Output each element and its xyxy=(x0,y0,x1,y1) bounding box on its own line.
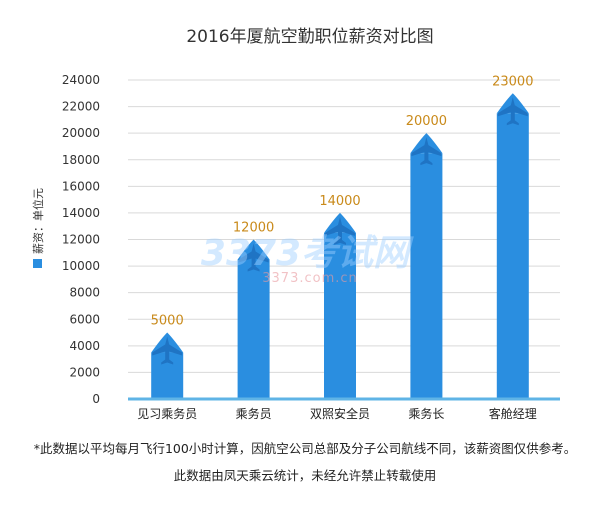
watermark-logo: 3373考试网 xyxy=(201,233,414,274)
category-label: 客舱经理 xyxy=(489,406,537,421)
airplane-icon xyxy=(152,336,183,365)
y-tick-label: 6000 xyxy=(69,312,100,326)
category-label: 双照安全员 xyxy=(310,406,370,421)
y-tick-label: 20000 xyxy=(62,126,100,140)
category-label: 乘务长 xyxy=(408,406,444,421)
y-tick-label: 12000 xyxy=(62,233,100,247)
y-tick-label: 22000 xyxy=(62,100,100,114)
y-tick-label: 16000 xyxy=(62,179,100,193)
bar xyxy=(496,93,529,400)
data-labels: 5000 12000 14000 20000 23000 xyxy=(151,74,534,328)
bar xyxy=(151,332,184,399)
data-label: 20000 xyxy=(406,114,447,129)
airplane-icon xyxy=(238,243,269,272)
category-labels: 见习乘务员 乘务员 双照安全员 乘务长 客舱经理 xyxy=(137,406,537,421)
y-axis-ticks: 0 2000 4000 6000 8000 10000 12000 14000 16000 180… xyxy=(62,73,100,406)
footnote-source: 此数据由凤天乘云统计，未经允许禁止转载使用 xyxy=(174,468,437,483)
bars xyxy=(151,93,529,400)
data-label: 5000 xyxy=(151,314,184,329)
airplane-icon xyxy=(497,97,528,126)
bar xyxy=(237,239,270,399)
bar xyxy=(410,133,443,399)
airplane-icon xyxy=(325,216,355,245)
y-tick-label: 10000 xyxy=(62,259,100,273)
chart-title: 2016年厦航空勤职位薪资对比图 xyxy=(186,27,433,47)
bar-body xyxy=(410,153,443,399)
bar-body xyxy=(496,113,529,400)
data-label: 12000 xyxy=(233,221,274,236)
bar xyxy=(324,212,356,399)
bar-body xyxy=(324,232,356,399)
legend-swatch xyxy=(33,259,42,268)
y-tick-label: 0 xyxy=(92,392,100,406)
watermark-url: 3373.com.cn xyxy=(262,271,358,286)
bar-body xyxy=(237,259,270,399)
y-tick-label: 18000 xyxy=(62,153,100,167)
legend: 薪资：单位元 xyxy=(31,188,45,268)
y-tick-label: 2000 xyxy=(69,365,100,379)
y-tick-label: 8000 xyxy=(69,286,100,300)
y-tick-label: 24000 xyxy=(62,73,100,87)
airplane-icon xyxy=(411,137,442,166)
y-tick-label: 14000 xyxy=(62,206,100,220)
data-label: 14000 xyxy=(319,194,360,209)
footnote-disclaimer: *此数据以平均每月飞行100小时计算，因航空公司总部及分子公司航线不同，该薪资图… xyxy=(34,441,577,456)
data-label: 23000 xyxy=(492,74,533,89)
category-label: 乘务员 xyxy=(236,406,272,421)
legend-label: 薪资：单位元 xyxy=(31,188,45,254)
category-label: 见习乘务员 xyxy=(137,406,197,421)
y-tick-label: 4000 xyxy=(69,339,100,353)
